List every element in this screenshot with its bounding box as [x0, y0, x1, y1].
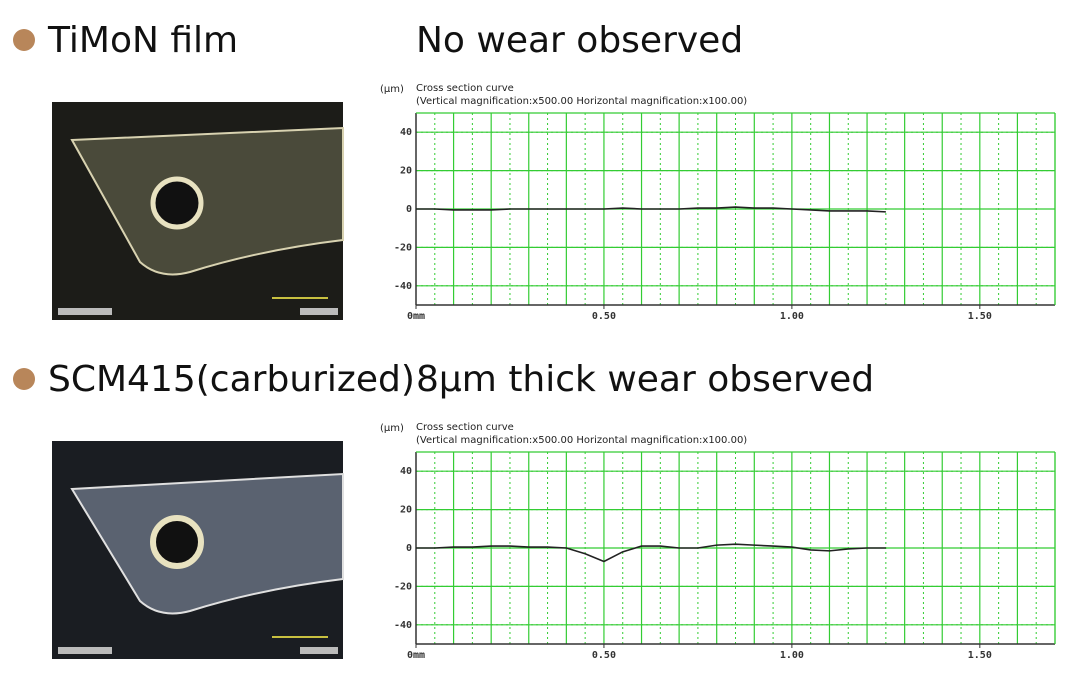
y-tick-label: -40 [394, 281, 412, 292]
photo-group [52, 102, 344, 659]
subtitle: Cross section curve [416, 83, 514, 94]
x-tick-label: 0.50 [592, 650, 616, 661]
y-label: (μm) [380, 84, 404, 95]
heading: No wear observed [416, 20, 743, 61]
y-tick-label: -20 [394, 581, 412, 592]
y-tick-label: 0 [406, 204, 412, 215]
photo-part [70, 126, 344, 276]
y-tick-label: -40 [394, 620, 412, 631]
x-tick-label: 0mm [407, 311, 425, 322]
y-tick-label: -20 [394, 242, 412, 253]
heading: 8μm thick wear observed [416, 359, 874, 400]
x-tick-label: 1.00 [780, 311, 804, 322]
profile-line [416, 206, 886, 213]
photo-hole [150, 176, 204, 230]
photo-tag [300, 647, 338, 654]
y-tick-label: 40 [400, 466, 412, 477]
y-tick-label: 40 [400, 127, 412, 138]
profile-line [416, 543, 886, 563]
bullet [13, 29, 35, 51]
y-tick-label: 20 [400, 166, 412, 177]
caption: (Vertical magnification:x500.00 Horizont… [416, 96, 747, 107]
photo-hole [150, 515, 204, 569]
x-tick-label: 1.50 [968, 650, 992, 661]
x-tick-label: 0mm [407, 650, 425, 661]
bullet [13, 368, 35, 390]
photo [52, 441, 344, 659]
sample-name: TiMoN film [47, 20, 238, 61]
photo-tag [300, 308, 338, 315]
caption: (Vertical magnification:x500.00 Horizont… [416, 435, 747, 446]
y-label: (μm) [380, 423, 404, 434]
photo-part [70, 472, 344, 615]
x-tick-label: 1.50 [968, 311, 992, 322]
sample-name: SCM415(carburized) [48, 359, 415, 400]
photo-tag [58, 308, 112, 315]
y-tick-label: 0 [406, 543, 412, 554]
x-tick-label: 1.00 [780, 650, 804, 661]
subtitle: Cross section curve [416, 422, 514, 433]
x-tick-label: 0.50 [592, 311, 616, 322]
photo-tag [58, 647, 112, 654]
y-tick-label: 20 [400, 505, 412, 516]
photo [52, 102, 344, 320]
